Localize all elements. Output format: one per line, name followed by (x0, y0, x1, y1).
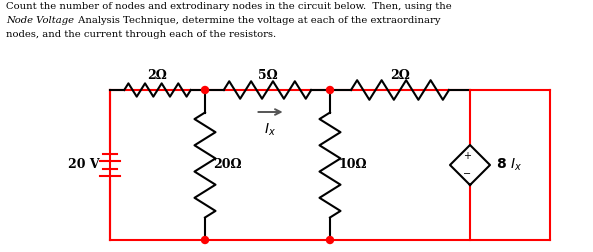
Text: Node Voltage: Node Voltage (6, 16, 74, 25)
Text: +: + (463, 151, 471, 161)
Text: 5Ω: 5Ω (257, 69, 278, 82)
Text: 20 V: 20 V (68, 159, 100, 172)
Text: $\mathbf{8}\ \mathit{I_x}$: $\mathbf{8}\ \mathit{I_x}$ (496, 157, 522, 173)
Circle shape (327, 236, 333, 243)
Text: 2Ω: 2Ω (148, 69, 167, 82)
Text: −: − (463, 169, 471, 179)
Text: Count the number of nodes and extrodinary nodes in the circuit below.  Then, usi: Count the number of nodes and extrodinar… (6, 2, 452, 11)
Circle shape (327, 86, 333, 93)
Text: Analysis Technique, determine the voltage at each of the extraordinary: Analysis Technique, determine the voltag… (75, 16, 440, 25)
Text: 20Ω: 20Ω (213, 159, 241, 172)
Text: $\mathit{I_x}$: $\mathit{I_x}$ (263, 122, 276, 138)
Text: nodes, and the current through each of the resistors.: nodes, and the current through each of t… (6, 30, 276, 39)
Circle shape (202, 236, 209, 243)
Circle shape (202, 86, 209, 93)
Text: 10Ω: 10Ω (338, 159, 366, 172)
Text: 2Ω: 2Ω (390, 69, 410, 82)
